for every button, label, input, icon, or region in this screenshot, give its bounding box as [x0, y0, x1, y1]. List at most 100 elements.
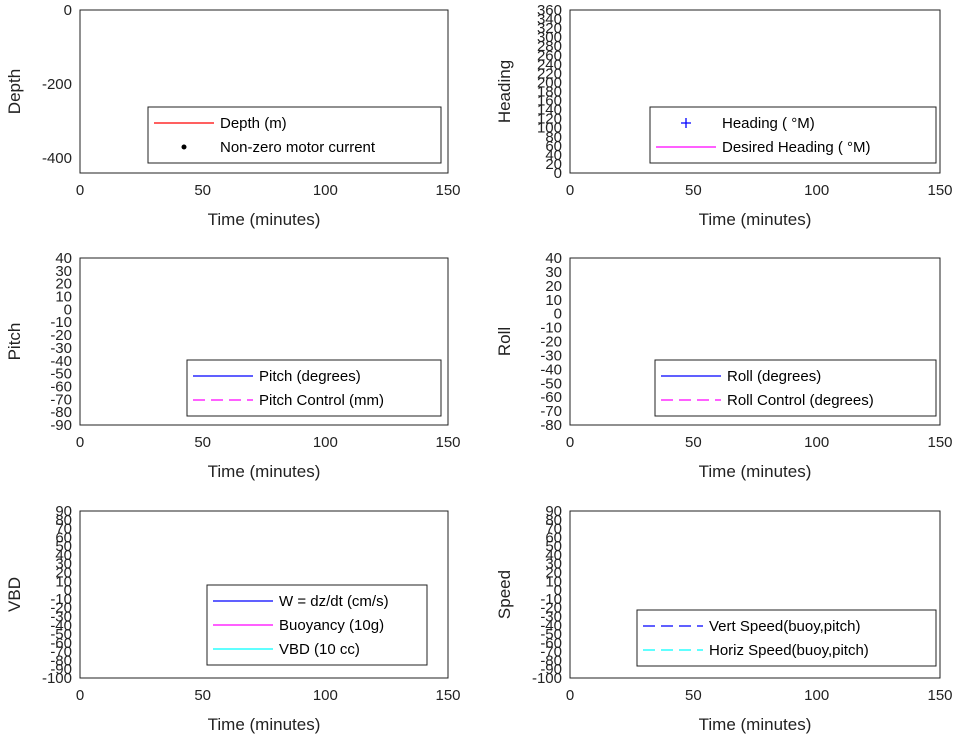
- legend: Roll (degrees) Roll Control (degrees): [654, 359, 937, 417]
- y-tick-label: -20: [50, 600, 72, 617]
- y-tick-label: 40: [55, 547, 72, 564]
- y-tick-label: -70: [540, 403, 562, 420]
- y-tick-label: 280: [537, 38, 562, 55]
- x-axis-label: Time (minutes): [208, 715, 321, 734]
- y-tick-label: -10: [50, 314, 72, 331]
- y-tick-label: -30: [50, 608, 72, 625]
- legend: Heading ( °M) Desired Heading ( °M): [649, 106, 937, 164]
- y-tick-label: -40: [50, 353, 72, 370]
- y-tick-label: -50: [540, 626, 562, 643]
- y-tick-label: -70: [50, 644, 72, 661]
- x-tick-label: 50: [685, 434, 702, 451]
- y-tick-label: -40: [50, 617, 72, 634]
- x-axis-label: Time (minutes): [208, 210, 321, 229]
- y-tick-label: -30: [540, 347, 562, 364]
- y-tick-label: -30: [540, 608, 562, 625]
- legend-swatch: [181, 144, 187, 150]
- y-tick-label: 20: [55, 276, 72, 293]
- x-tick-label: 50: [194, 687, 211, 704]
- y-tick-label: 10: [545, 573, 562, 590]
- y-tick-label: 100: [537, 120, 562, 137]
- y-tick-label: -40: [540, 361, 562, 378]
- y-tick-label: -200: [42, 76, 72, 93]
- chart-pitch: 0 50 100 150403020100-10-20-30-40-50-60-70-…: [5, 250, 461, 481]
- y-tick-label: -80: [540, 417, 562, 434]
- y-tick-label: 80: [545, 512, 562, 529]
- x-tick-label: 0: [76, 434, 84, 451]
- y-tick-label: 40: [55, 250, 72, 267]
- y-tick-label: -60: [50, 378, 72, 395]
- x-tick-label: 150: [435, 182, 460, 199]
- x-tick-label: 100: [804, 182, 829, 199]
- y-tick-label: -60: [540, 389, 562, 406]
- legend-entry: Depth (m): [220, 115, 287, 132]
- x-tick-label: 50: [685, 687, 702, 704]
- y-tick-label: 40: [545, 250, 562, 267]
- y-tick-label: -10: [540, 591, 562, 608]
- y-tick-label: 0: [64, 2, 72, 19]
- legend-entry: Buoyancy (10g): [279, 617, 384, 634]
- legend-entry: Pitch (degrees): [259, 368, 361, 385]
- y-tick-label: 10: [545, 292, 562, 309]
- y-tick-label: 260: [537, 47, 562, 64]
- y-tick-label: 80: [545, 129, 562, 146]
- x-tick-label: 0: [76, 182, 84, 199]
- y-tick-label: 10: [55, 573, 72, 590]
- x-tick-label: 0: [566, 687, 574, 704]
- y-tick-label: 180: [537, 84, 562, 101]
- y-tick-label: 90: [545, 503, 562, 520]
- legend: Depth (m) Non-zero motor current: [147, 106, 442, 164]
- y-tick-label: 320: [537, 20, 562, 37]
- y-tick-label: -20: [540, 334, 562, 351]
- x-tick-label: 100: [313, 434, 338, 451]
- y-tick-label: -20: [50, 327, 72, 344]
- y-tick-label: -90: [540, 661, 562, 678]
- y-tick-label: -50: [540, 375, 562, 392]
- y-tick-label: -10: [50, 591, 72, 608]
- legend: Pitch (degrees) Pitch Control (mm): [186, 359, 442, 417]
- legend: Vert Speed(buoy,pitch) Horiz Speed(buoy,p…: [636, 609, 937, 667]
- y-tick-label: 60: [55, 529, 72, 546]
- legend-entry: W = dz/dt (cm/s): [279, 593, 389, 610]
- y-tick-label: -50: [50, 626, 72, 643]
- x-axis-label: Time (minutes): [208, 462, 321, 481]
- y-tick-label: 30: [55, 556, 72, 573]
- legend-entry: Desired Heading ( °M): [722, 139, 871, 156]
- y-tick-label: 220: [537, 65, 562, 82]
- legend-entry: Roll Control (degrees): [727, 392, 874, 409]
- x-tick-label: 150: [927, 182, 952, 199]
- x-tick-label: 100: [313, 687, 338, 704]
- chart-vbd: 0 50 100 1509080706050403020100-10-20-30-40…: [5, 503, 461, 734]
- legend-entry: Heading ( °M): [722, 115, 815, 132]
- chart-roll: 0 50 100 150403020100-10-20-30-40-50-60-70-…: [495, 250, 953, 481]
- y-tick-label: 60: [545, 138, 562, 155]
- x-tick-label: 100: [804, 687, 829, 704]
- x-tick-label: 50: [194, 434, 211, 451]
- legend-entry: Vert Speed(buoy,pitch): [709, 618, 860, 635]
- y-tick-label: -80: [50, 404, 72, 421]
- y-tick-label: 200: [537, 74, 562, 91]
- y-tick-label: 50: [545, 538, 562, 555]
- y-tick-label: -60: [540, 635, 562, 652]
- y-tick-label: 0: [64, 301, 72, 318]
- y-tick-label: 50: [55, 538, 72, 555]
- y-tick-label: 0: [554, 165, 562, 182]
- y-tick-label: -70: [540, 644, 562, 661]
- y-tick-label: -100: [42, 670, 72, 687]
- y-tick-label: 140: [537, 102, 562, 119]
- y-tick-label: -30: [50, 340, 72, 357]
- y-axis-label: Depth: [5, 69, 24, 114]
- y-axis-label: Speed: [495, 570, 514, 619]
- x-tick-label: 0: [566, 182, 574, 199]
- y-tick-label: 120: [537, 111, 562, 128]
- legend-entry: Horiz Speed(buoy,pitch): [709, 642, 869, 659]
- legend: W = dz/dt (cm/s) Buoyancy (10g) VBD (10 cc…: [206, 584, 428, 666]
- y-tick-label: 300: [537, 29, 562, 46]
- legend-box: [636, 609, 937, 667]
- legend-box: [186, 359, 442, 417]
- y-tick-label: 20: [55, 565, 72, 582]
- x-axis-label: Time (minutes): [699, 210, 812, 229]
- y-tick-label: 360: [537, 2, 562, 19]
- legend-entry: Pitch Control (mm): [259, 392, 384, 409]
